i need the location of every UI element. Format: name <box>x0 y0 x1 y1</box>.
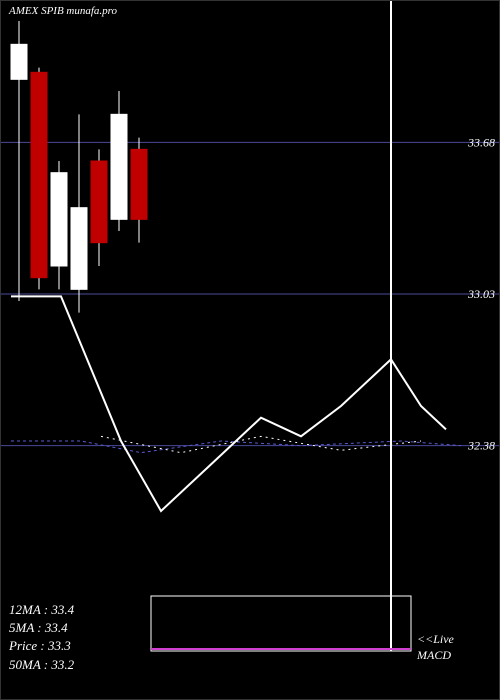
price-hline-label: 33.68 <box>467 135 495 149</box>
info-line-ma12: 12MA : 33.4 <box>9 601 74 619</box>
info-line-ma50: 50MA : 33.2 <box>9 656 74 674</box>
candle-body <box>31 72 47 277</box>
candle-body <box>131 149 147 219</box>
chart-svg: 33.68 33.03 32.38 <<Live MACD <box>1 1 500 700</box>
info-box: 12MA : 33.45MA : 33.4Price : 33.350MA : … <box>9 601 74 674</box>
candle-body <box>51 173 67 266</box>
chart-container: AMEX SPIB munafa.pro 33.6833.0332.38<<Li… <box>0 0 500 700</box>
candle-body <box>11 44 27 79</box>
candle-body <box>91 161 107 243</box>
candle-body <box>71 208 87 290</box>
info-line-price: Price : 33.3 <box>9 637 74 655</box>
candle-body <box>111 114 127 219</box>
macd-panel <box>151 596 411 651</box>
info-line-ma5: 5MA : 33.4 <box>9 619 74 637</box>
ma-line <box>11 296 446 511</box>
price-hline-label: 32.38 <box>467 439 495 453</box>
side-label-live: <<Live <box>417 632 455 646</box>
ma-line <box>101 436 421 452</box>
price-hline-label: 33.03 <box>467 287 495 301</box>
ma-line <box>11 441 461 453</box>
side-label-macd: MACD <box>416 648 451 662</box>
